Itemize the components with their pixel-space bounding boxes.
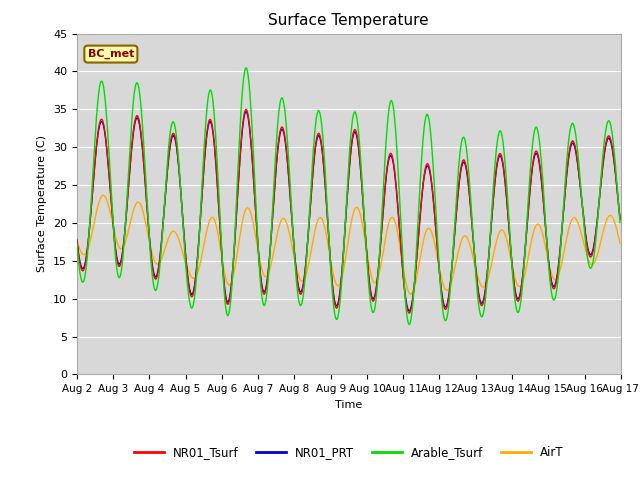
- Text: BC_met: BC_met: [88, 49, 134, 59]
- Title: Surface Temperature: Surface Temperature: [269, 13, 429, 28]
- Y-axis label: Surface Temperature (C): Surface Temperature (C): [37, 135, 47, 273]
- Legend: NR01_Tsurf, NR01_PRT, Arable_Tsurf, AirT: NR01_Tsurf, NR01_PRT, Arable_Tsurf, AirT: [129, 442, 568, 464]
- X-axis label: Time: Time: [335, 400, 362, 409]
